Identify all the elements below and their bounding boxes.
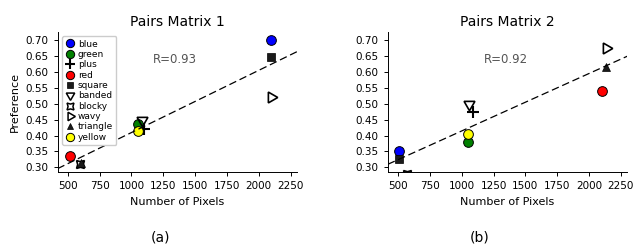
Text: (a): (a) [150, 230, 170, 244]
Title: Pairs Matrix 1: Pairs Matrix 1 [130, 15, 225, 30]
Y-axis label: Preference: Preference [10, 72, 20, 132]
Text: R=0.93: R=0.93 [154, 53, 197, 66]
Title: Pairs Matrix 2: Pairs Matrix 2 [460, 15, 555, 30]
Text: (b): (b) [470, 230, 490, 244]
X-axis label: Number of Pixels: Number of Pixels [460, 197, 555, 207]
X-axis label: Number of Pixels: Number of Pixels [130, 197, 225, 207]
Text: R=0.92: R=0.92 [484, 53, 528, 66]
Legend: blue, green, plus, red, square, banded, blocky, wavy, triangle, yellow: blue, green, plus, red, square, banded, … [62, 36, 116, 145]
